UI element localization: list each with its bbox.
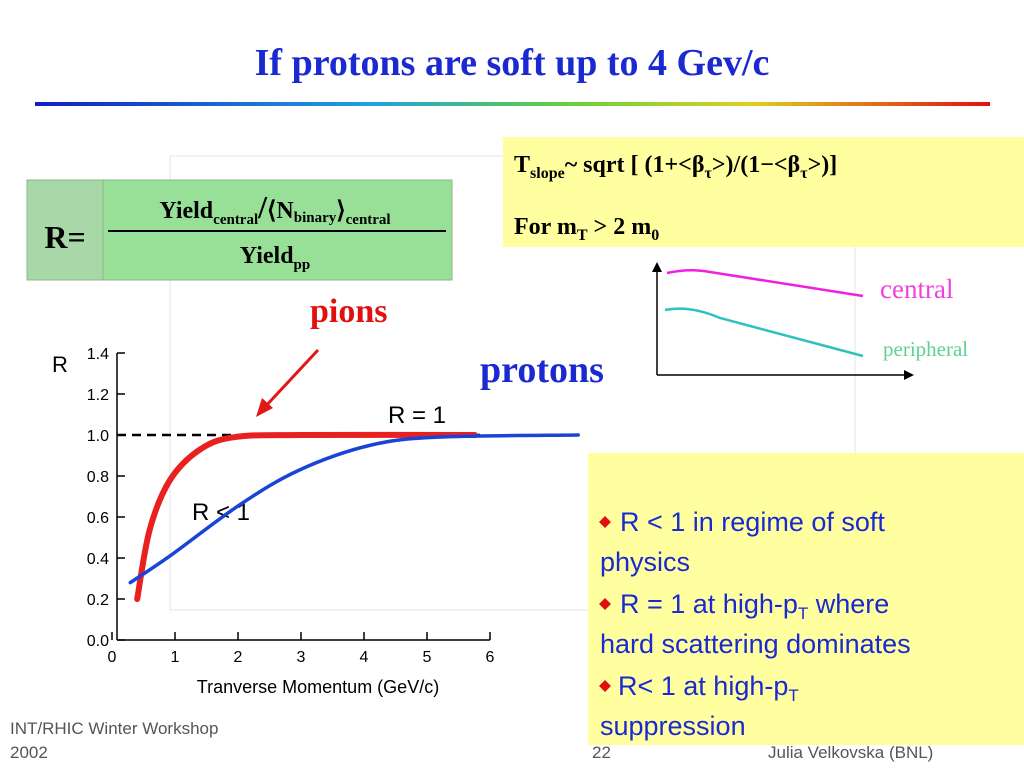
y-tick-label: 0.2 — [87, 592, 109, 609]
text: τ — [800, 165, 808, 182]
x-tick-label: 1 — [171, 649, 180, 666]
arrow-head — [904, 370, 914, 380]
x-tick-label: 3 — [297, 649, 306, 666]
x-axis-label: Tranverse Momentum (GeV/c) — [197, 677, 439, 697]
formula-lhs: R= — [44, 219, 85, 255]
text: ~ sqrt [ (1+<β — [565, 152, 705, 178]
bullet-icon — [599, 598, 611, 610]
x-tick-label: 0 — [108, 649, 117, 666]
text: T — [798, 604, 808, 623]
text: T — [788, 686, 798, 705]
formula-lhs-cell — [26, 179, 104, 281]
text: 0 — [651, 227, 659, 244]
series-line — [134, 431, 478, 602]
text: R = 1 at high-p — [620, 589, 798, 619]
x-tick-label: 5 — [423, 649, 432, 666]
footer-author: Julia Velkovska (BNL) — [768, 743, 933, 762]
formula-denominator: Yieldpp — [240, 243, 310, 273]
inset-label: peripheral — [883, 337, 968, 361]
x-tick-label: 6 — [486, 649, 495, 666]
text: T — [514, 152, 530, 178]
title-rule — [35, 102, 990, 106]
reference-label: R = 1 — [388, 402, 446, 429]
text: central — [213, 212, 258, 228]
text: >)] — [808, 152, 838, 178]
bullet-text: R< 1 at high-pT — [618, 671, 799, 705]
text: >)/(1−<β — [712, 152, 800, 178]
text: For m — [514, 214, 577, 240]
y-axis-label: R — [52, 352, 68, 377]
text: slope — [530, 165, 565, 182]
text: ⟨N — [267, 198, 294, 224]
plot: R Tranverse Momentum (GeV/c) 0.0 0.2 0.4 0.6 0… — [52, 346, 580, 697]
x-tick-label: 4 — [360, 649, 369, 666]
footer-left: INT/RHIC Winter Workshop — [10, 719, 218, 738]
bullet-icon — [599, 680, 611, 692]
bullet-box — [588, 453, 1024, 745]
text: where — [808, 589, 889, 619]
bullet-icon — [599, 516, 611, 528]
arrow — [262, 348, 320, 410]
y-tick-label: 0.6 — [87, 510, 109, 527]
text: pp — [294, 257, 311, 273]
text: T — [577, 227, 588, 244]
bullet-text: suppression — [600, 711, 746, 741]
y-tick-label: 0.8 — [87, 469, 109, 486]
series-line — [128, 433, 580, 585]
bullet-text: physics — [600, 547, 690, 577]
y-tick-label: 1.4 — [87, 346, 109, 363]
text: Yield — [159, 198, 213, 224]
slope-formula: Tslope~ sqrt [ (1+<βτ>)/(1−<βτ>)] — [514, 152, 837, 182]
text: Yield — [240, 243, 294, 269]
bullet-text: R < 1 in regime of soft — [620, 507, 885, 537]
formula-numerator: Yieldcentral/⟨Nbinary⟩central — [159, 189, 390, 228]
bullet-text: R = 1 at high-pT where — [620, 589, 889, 623]
slide-title: If protons are soft up to 4 Gev/c — [255, 42, 770, 84]
y-tick-label: 1.0 — [87, 428, 109, 445]
inset-label: central — [880, 274, 953, 304]
page-number: 22 — [592, 743, 611, 762]
footer-left: 2002 — [10, 743, 48, 762]
annotation: pions — [310, 293, 388, 330]
y-tick-label: 0.4 — [87, 551, 109, 568]
text: R< 1 at high-p — [618, 671, 788, 701]
text: > 2 m — [588, 214, 652, 240]
y-tick-label: 0.0 — [87, 633, 109, 650]
arrow-head — [652, 262, 662, 272]
text: ⟩ — [336, 198, 345, 224]
central-curve — [666, 269, 864, 298]
bullet-text: hard scattering dominates — [600, 629, 911, 659]
slope-condition: For mT > 2 m0 — [514, 214, 659, 244]
text: binary — [294, 210, 337, 226]
x-tick-label: 2 — [234, 649, 243, 666]
peripheral-curve — [664, 307, 864, 358]
arrow-head — [256, 398, 273, 417]
slope-box — [503, 137, 1024, 247]
text: / — [257, 189, 268, 225]
y-tick-label: 1.2 — [87, 387, 109, 404]
text: central — [346, 212, 391, 228]
annotation: protons — [480, 349, 604, 391]
text: τ — [704, 165, 712, 182]
bullet-list: R < 1 in regime of soft physics R = 1 at… — [599, 507, 911, 741]
